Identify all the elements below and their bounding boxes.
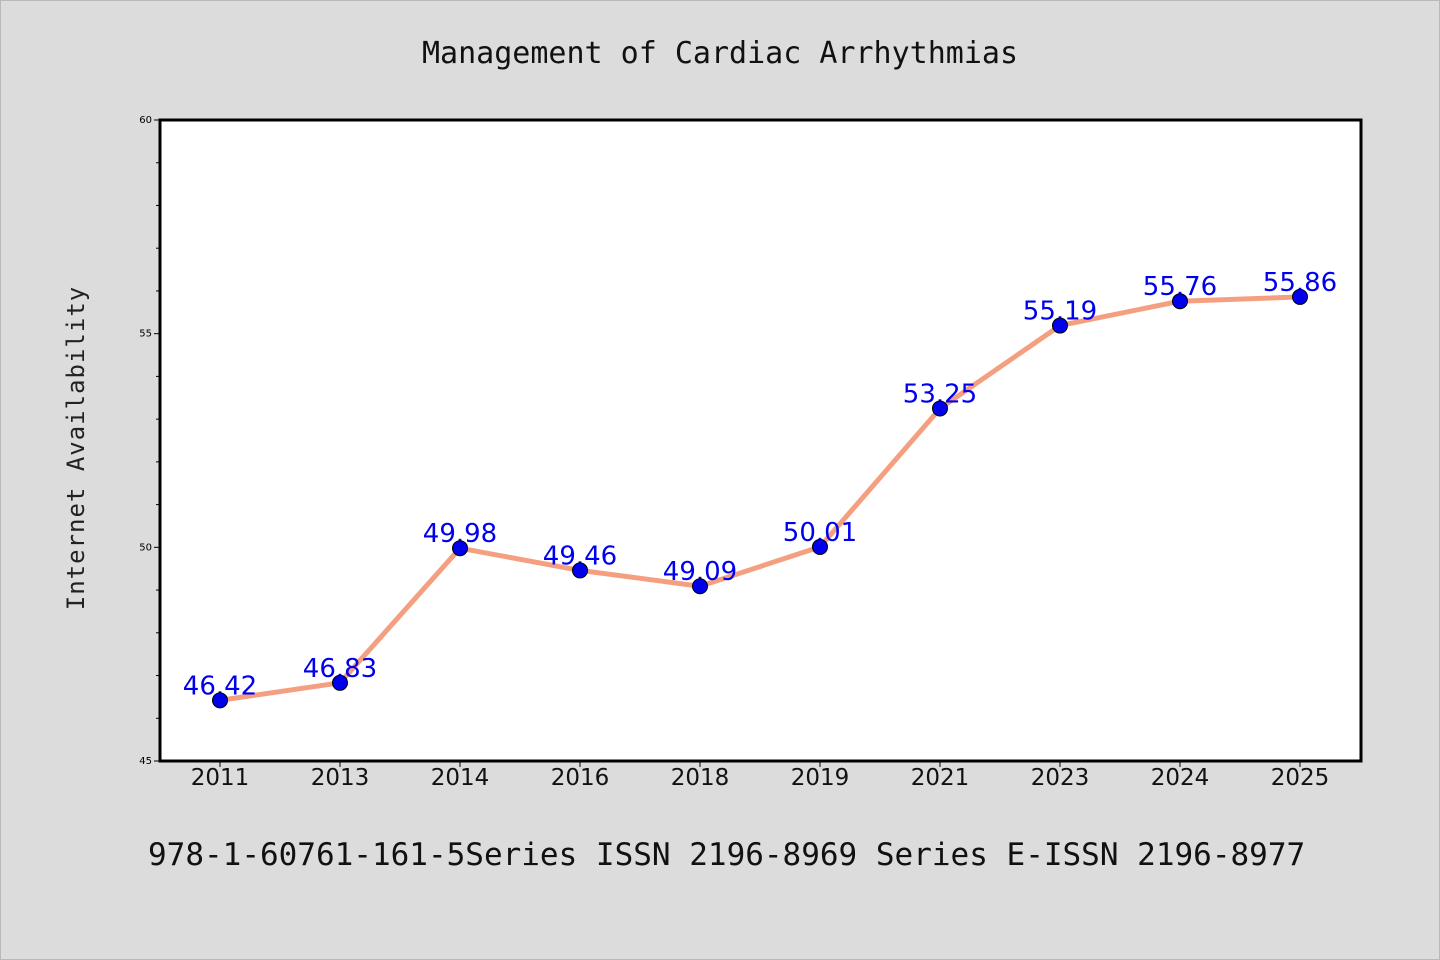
data-point [572,562,588,579]
data-point [212,692,228,709]
data-point [812,538,828,555]
data-point [332,674,348,691]
x-axis: 2011 2013 2014 2016 2018 2019 2021 2023 2024 2025 [191,761,1330,791]
x-tick-label: 2011 [191,765,250,791]
chart-title: Management of Cardiac Arrhythmias [422,36,1018,71]
x-tick-label: 2018 [671,765,730,791]
series-layer: 46.4246.8349.9849.4649.0950.0153.2555.19… [183,268,1337,709]
data-point [452,540,468,557]
y-tick-label: 60 [139,115,152,126]
series-line [217,294,1303,703]
y-tick-label: 45 [139,756,152,767]
data-point [692,578,708,595]
x-tick-label: 2023 [1031,765,1090,791]
plot-frame [158,118,1363,763]
data-point [1052,317,1068,334]
data-point [932,400,948,417]
data-point [1292,288,1308,305]
x-tick-label: 2019 [791,765,850,791]
x-tick-label: 2024 [1151,765,1210,791]
x-tick-label: 2013 [311,765,370,791]
x-tick-label: 2014 [431,765,490,791]
data-point [1172,293,1188,310]
x-tick-label: 2016 [551,765,610,791]
x-tick-label: 2021 [911,765,970,791]
plot-area [160,120,1361,761]
y-axis-label: Internet Availability [62,286,90,610]
x-tick-label: 2025 [1271,765,1330,791]
y-tick-label: 50 [139,542,152,553]
footer-isbn-issn: 978-1-60761-161-5Series ISSN 2196-8969 S… [148,837,1305,873]
y-tick-label: 55 [139,329,152,340]
